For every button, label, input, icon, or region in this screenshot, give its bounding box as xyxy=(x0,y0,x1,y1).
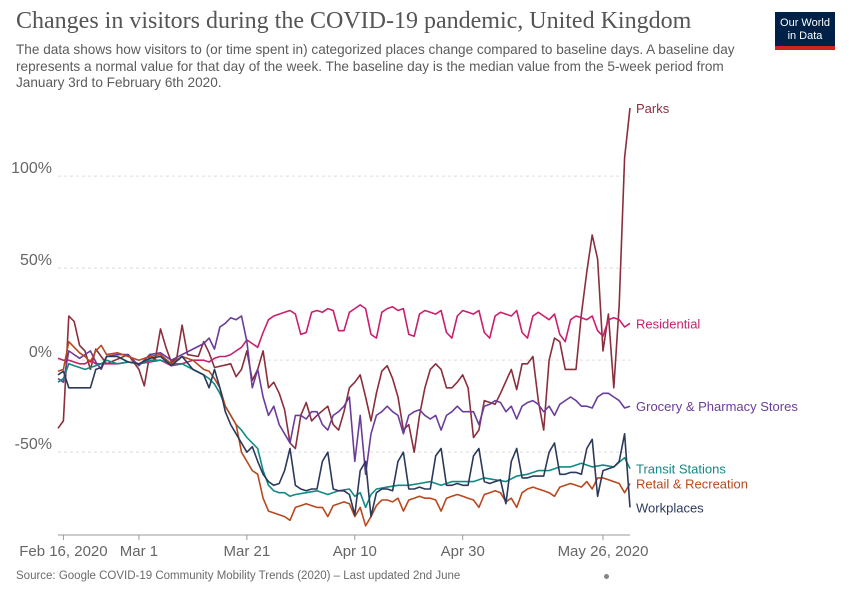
source-note[interactable]: Source: Google COVID-19 Community Mobili… xyxy=(16,570,461,582)
series-label-workplaces: Workplaces xyxy=(636,500,704,515)
x-tick-label: Mar 21 xyxy=(224,543,271,560)
series-label-residential: Residential xyxy=(636,316,700,331)
series-label-retail-recreation: Retail & Recreation xyxy=(636,476,748,491)
y-tick-label: -50% xyxy=(15,436,52,453)
owid-logo[interactable]: Our World in Data xyxy=(775,12,835,50)
x-tick-label: May 26, 2020 xyxy=(558,543,649,560)
x-tick-label: Apr 10 xyxy=(333,543,377,560)
x-tick-label: Apr 30 xyxy=(441,543,485,560)
y-tick-label: 100% xyxy=(11,160,52,177)
series-label-grocery-pharmacy-stores: Grocery & Pharmacy Stores xyxy=(636,399,798,414)
logo-line-2: in Data xyxy=(787,30,823,42)
y-tick-label: 50% xyxy=(20,252,52,269)
timeline-dot[interactable] xyxy=(604,574,609,579)
y-tick-label: 0% xyxy=(29,344,52,361)
chart-subtitle: The data shows how visitors to (or time … xyxy=(16,42,735,90)
chart-title: Changes in visitors during the COVID-19 … xyxy=(16,8,692,34)
series-line-grocery-pharmacy-stores xyxy=(57,315,631,476)
series-label-transit-stations: Transit Stations xyxy=(636,462,726,477)
series-line-parks xyxy=(57,107,631,453)
series-line-residential xyxy=(57,304,631,367)
series-line-retail-recreation xyxy=(57,340,631,527)
series-line-workplaces xyxy=(57,355,631,518)
series-label-parks: Parks xyxy=(636,101,670,116)
logo-line-1: Our World xyxy=(780,17,830,29)
x-tick-label: Feb 16, 2020 xyxy=(19,543,107,560)
x-tick-label: Mar 1 xyxy=(120,543,158,560)
